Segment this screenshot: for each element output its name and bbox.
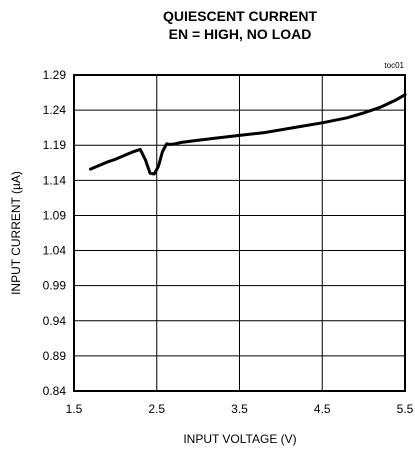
y-tick-label: 0.94 bbox=[43, 314, 67, 328]
x-tick-label: 4.5 bbox=[314, 402, 331, 416]
y-tick-label: 1.19 bbox=[43, 138, 67, 152]
plot-frame bbox=[73, 74, 406, 392]
chart-title-line1: QUIESCENT CURRENT bbox=[163, 8, 317, 24]
y-tick-label: 1.04 bbox=[43, 244, 67, 258]
y-tick-label: 0.84 bbox=[43, 384, 67, 398]
series-line bbox=[89, 93, 407, 176]
y-tick-label: 1.09 bbox=[43, 208, 67, 222]
x-axis-label: INPUT VOLTAGE (V) bbox=[183, 432, 296, 446]
figure-tag: toc01 bbox=[384, 61, 404, 70]
y-tick-label: 1.24 bbox=[43, 103, 67, 117]
x-tick-label: 5.5 bbox=[397, 402, 414, 416]
x-tick-label: 1.5 bbox=[66, 402, 83, 416]
grid bbox=[73, 74, 406, 392]
x-tick-label: 2.5 bbox=[148, 402, 165, 416]
y-tick-labels: 1.29 1.24 1.19 1.14 1.09 1.04 0.99 0.94 0.89 0.84 bbox=[43, 68, 67, 398]
chart-title-line2: EN = HIGH, NO LOAD bbox=[169, 26, 312, 42]
y-tick-label: 1.29 bbox=[43, 68, 67, 82]
y-tick-label: 0.89 bbox=[43, 349, 67, 363]
y-axis-label: INPUT CURRENT (µA) bbox=[9, 171, 23, 295]
x-tick-label: 3.5 bbox=[231, 402, 248, 416]
y-tick-label: 1.14 bbox=[43, 173, 67, 187]
y-tick-label: 0.99 bbox=[43, 279, 67, 293]
x-tick-labels: 1.5 2.5 3.5 4.5 5.5 bbox=[66, 402, 414, 416]
